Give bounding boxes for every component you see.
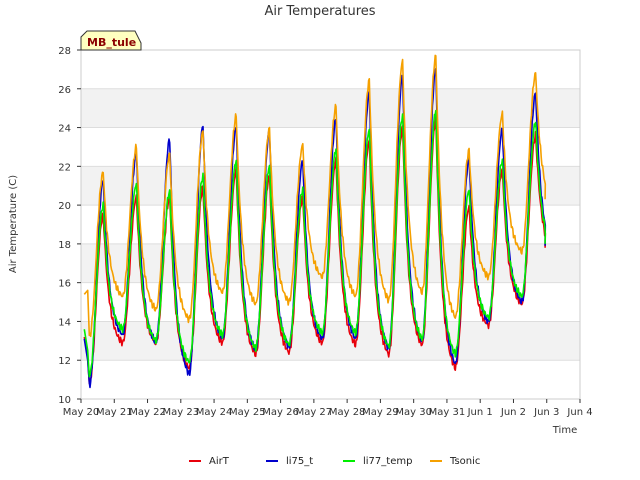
y-tick-label: 20 xyxy=(58,201,71,212)
legend-label-AirT: AirT xyxy=(209,456,230,467)
x-tick-label: May 24 xyxy=(196,407,233,418)
y-tick-label: 24 xyxy=(58,124,71,135)
x-tick-label: May 29 xyxy=(362,407,399,418)
station-badge-label: MB_tule xyxy=(87,36,136,49)
x-tick-label: May 28 xyxy=(329,407,366,418)
y-axis-ticks: 10 12 14 16 18 20 22 24 26 28 xyxy=(58,46,81,406)
chart-title: Air Temperatures xyxy=(264,4,375,19)
x-axis-label: Time xyxy=(552,425,577,436)
x-tick-label: Jun 2 xyxy=(500,407,526,418)
plot-frame xyxy=(80,49,581,400)
series-lines xyxy=(83,54,547,389)
legend-label-Tsonic: Tsonic xyxy=(449,456,480,467)
x-tick-label: May 20 xyxy=(63,407,100,418)
y-tick-label: 22 xyxy=(58,162,71,173)
legend-label-li77_temp: li77_temp xyxy=(363,456,412,467)
grid-band xyxy=(81,243,580,283)
legend-label-li75_t: li75_t xyxy=(286,456,313,467)
x-tick-label: Jun 1 xyxy=(467,407,493,418)
y-tick-label: 10 xyxy=(58,395,71,406)
x-tick-label: May 30 xyxy=(395,407,432,418)
series-line-Tsonic xyxy=(83,54,547,338)
x-tick-label: May 25 xyxy=(229,407,266,418)
station-badge: MB_tule xyxy=(80,30,142,51)
x-tick-label: May 23 xyxy=(163,407,200,418)
y-tick-label: 28 xyxy=(58,46,71,57)
y-tick-label: 12 xyxy=(58,356,71,367)
x-tick-label: May 31 xyxy=(429,407,466,418)
x-tick-label: Jun 4 xyxy=(566,407,592,418)
y-tick-label: 18 xyxy=(58,240,71,251)
y-tick-label: 26 xyxy=(58,85,71,96)
y-tick-label: 16 xyxy=(58,279,71,290)
grid-band xyxy=(81,360,580,399)
grid-band xyxy=(81,88,580,128)
x-tick-label: May 27 xyxy=(296,407,333,418)
series-line-li77_temp xyxy=(83,109,547,378)
grid-band xyxy=(81,50,580,89)
x-tick-label: May 26 xyxy=(262,407,299,418)
legend: AirT li75_t li77_temp Tsonic xyxy=(189,456,480,467)
x-tick-label: Jun 3 xyxy=(533,407,559,418)
grid-band xyxy=(81,282,580,322)
y-tick-label: 14 xyxy=(58,317,71,328)
x-tick-label: May 21 xyxy=(96,407,133,418)
grid-band xyxy=(81,321,580,361)
x-tick-label: May 22 xyxy=(129,407,166,418)
y-axis-label: Air Temperature (C) xyxy=(8,175,19,273)
